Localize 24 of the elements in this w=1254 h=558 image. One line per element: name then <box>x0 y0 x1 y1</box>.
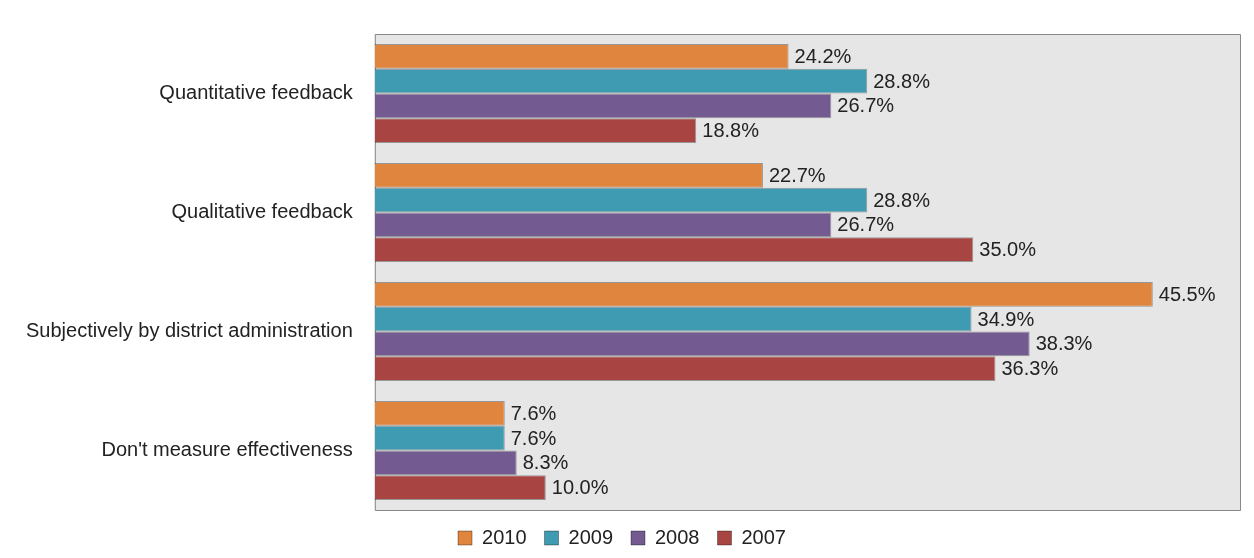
data-label: 10.0% <box>551 476 609 499</box>
y-tick-label: Quantitative feedback <box>159 81 354 104</box>
y-tick-label: Don't measure effectiveness <box>101 438 353 461</box>
data-label: 18.8% <box>702 119 760 142</box>
data-label: 34.9% <box>977 307 1035 330</box>
data-label: 7.6% <box>510 401 557 424</box>
data-label: 45.5% <box>1158 282 1216 305</box>
data-label: 24.2% <box>794 44 852 67</box>
data-label: 26.7% <box>837 213 895 236</box>
data-label: 28.8% <box>873 188 931 211</box>
data-label: 38.3% <box>1035 332 1093 355</box>
data-label: 28.8% <box>873 69 931 92</box>
legend-label: 2007 <box>741 525 786 548</box>
data-label: 7.6% <box>510 426 557 449</box>
legend-label: 2009 <box>568 525 614 548</box>
data-label: 35.0% <box>979 238 1037 261</box>
data-label: 22.7% <box>768 163 826 186</box>
y-tick-label: Subjectively by district administration <box>26 319 353 342</box>
data-label: 36.3% <box>1001 357 1059 380</box>
data-label: 8.3% <box>522 451 569 474</box>
y-tick-label: Qualitative feedback <box>171 200 354 223</box>
legend-label: 2008 <box>655 525 700 548</box>
legend-label: 2010 <box>482 525 527 548</box>
data-label: 26.7% <box>837 94 895 117</box>
